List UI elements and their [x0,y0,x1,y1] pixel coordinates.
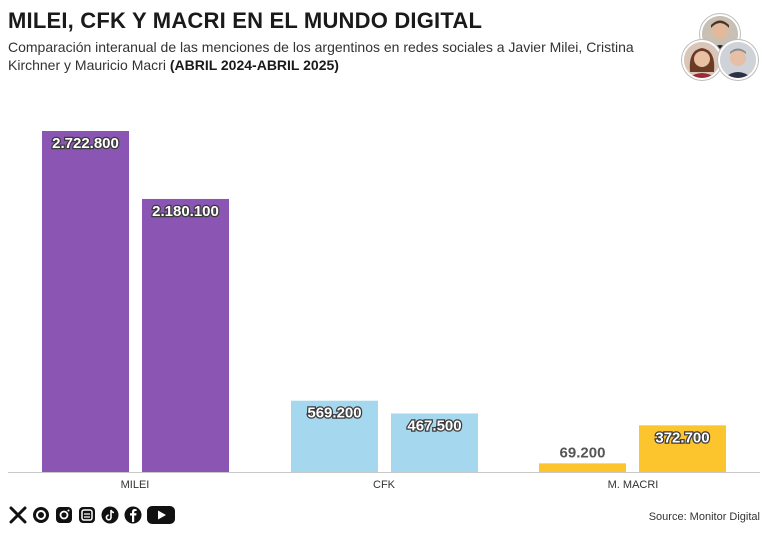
bar-milei-1 [42,131,129,472]
macri-portrait [718,40,758,80]
data-label: 372.700 [655,429,709,446]
x-tick-label: MILEI [121,479,150,491]
portraits-group [678,14,758,80]
bar-chart: 2.722.800 2.180.100 MILEI 569.200 467.500 CFK… [8,131,760,491]
data-label: 467.500 [407,417,461,434]
x-tick-label: M. MACRI [608,479,659,491]
data-label: 569.200 [307,405,361,422]
bar-milei-2 [142,198,229,473]
data-label: 2.180.100 [152,203,219,220]
bar-m-macri-1 [539,463,626,472]
data-label: 69.200 [560,444,606,461]
youtube-icon[interactable] [146,505,176,525]
subtitle-text: Comparación interanual de las menciones … [8,39,634,73]
facebook-icon[interactable] [123,505,143,525]
newsletter-icon[interactable] [77,505,97,525]
data-label: 2.722.800 [52,135,119,152]
source-note: Source: Monitor Digital [648,511,760,523]
milei-portrait [700,14,740,54]
instagram-icon[interactable] [54,505,74,525]
bar-m-macri-2 [639,425,726,472]
threads-icon[interactable] [31,505,51,525]
x-icon[interactable] [8,505,28,525]
chart-title: MILEI, CFK Y MACRI EN EL MUNDO DIGITAL [8,8,483,33]
tiktok-icon[interactable] [100,505,120,525]
bar-cfk-2 [391,413,478,472]
x-tick-label: CFK [373,479,396,491]
chart-subtitle: Comparación interanual de las menciones … [8,38,668,74]
bar-cfk-1 [291,400,378,472]
social-icons [8,505,176,525]
subtitle-period: (ABRIL 2024-ABRIL 2025) [169,57,339,73]
